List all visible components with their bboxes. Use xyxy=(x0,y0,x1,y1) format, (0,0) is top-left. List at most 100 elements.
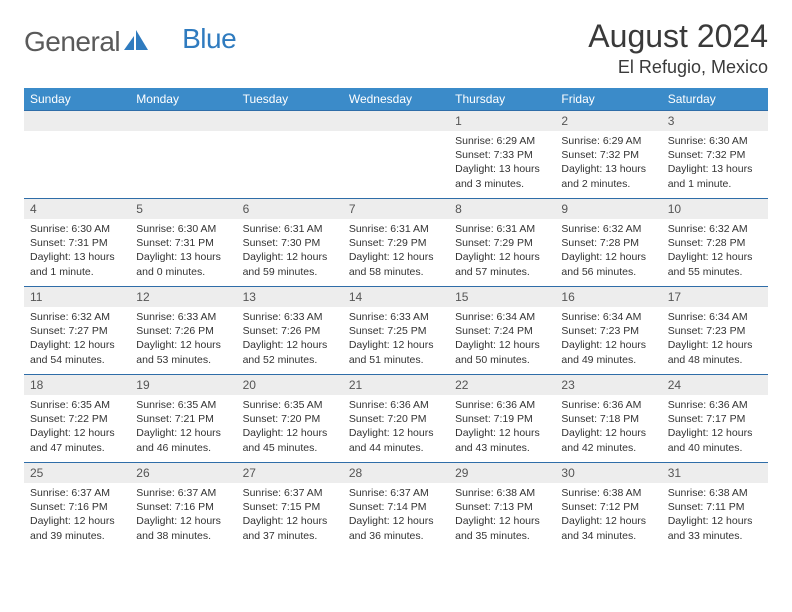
day-content: Sunrise: 6:34 AMSunset: 7:23 PMDaylight:… xyxy=(555,307,661,373)
calendar-day-cell: 7Sunrise: 6:31 AMSunset: 7:29 PMDaylight… xyxy=(343,199,449,287)
day-number: 4 xyxy=(24,199,130,219)
calendar-day-cell: 19Sunrise: 6:35 AMSunset: 7:21 PMDayligh… xyxy=(130,375,236,463)
day-number: 8 xyxy=(449,199,555,219)
calendar-day-cell: 28Sunrise: 6:37 AMSunset: 7:14 PMDayligh… xyxy=(343,463,449,551)
month-title: August 2024 xyxy=(588,18,768,55)
day-number: 9 xyxy=(555,199,661,219)
calendar-day-cell: 26Sunrise: 6:37 AMSunset: 7:16 PMDayligh… xyxy=(130,463,236,551)
calendar-day-cell xyxy=(130,111,236,199)
day-number: 17 xyxy=(662,287,768,307)
calendar-day-cell xyxy=(343,111,449,199)
day-number: 12 xyxy=(130,287,236,307)
page-header: General Blue August 2024 El Refugio, Mex… xyxy=(24,18,768,78)
day-content: Sunrise: 6:33 AMSunset: 7:26 PMDaylight:… xyxy=(237,307,343,373)
calendar-day-cell: 6Sunrise: 6:31 AMSunset: 7:30 PMDaylight… xyxy=(237,199,343,287)
day-number: 22 xyxy=(449,375,555,395)
day-content: Sunrise: 6:29 AMSunset: 7:33 PMDaylight:… xyxy=(449,131,555,197)
weekday-header: Sunday xyxy=(24,88,130,111)
day-number-empty xyxy=(343,111,449,131)
calendar-week-row: 1Sunrise: 6:29 AMSunset: 7:33 PMDaylight… xyxy=(24,111,768,199)
calendar-day-cell: 25Sunrise: 6:37 AMSunset: 7:16 PMDayligh… xyxy=(24,463,130,551)
calendar-day-cell: 20Sunrise: 6:35 AMSunset: 7:20 PMDayligh… xyxy=(237,375,343,463)
day-content: Sunrise: 6:35 AMSunset: 7:20 PMDaylight:… xyxy=(237,395,343,461)
day-number: 23 xyxy=(555,375,661,395)
logo: General Blue xyxy=(24,26,236,58)
day-content: Sunrise: 6:37 AMSunset: 7:16 PMDaylight:… xyxy=(24,483,130,549)
calendar-day-cell: 1Sunrise: 6:29 AMSunset: 7:33 PMDaylight… xyxy=(449,111,555,199)
day-number: 19 xyxy=(130,375,236,395)
day-content: Sunrise: 6:30 AMSunset: 7:31 PMDaylight:… xyxy=(24,219,130,285)
day-content: Sunrise: 6:37 AMSunset: 7:15 PMDaylight:… xyxy=(237,483,343,549)
day-number-empty xyxy=(130,111,236,131)
day-content: Sunrise: 6:31 AMSunset: 7:29 PMDaylight:… xyxy=(343,219,449,285)
day-number: 15 xyxy=(449,287,555,307)
calendar-week-row: 18Sunrise: 6:35 AMSunset: 7:22 PMDayligh… xyxy=(24,375,768,463)
day-content: Sunrise: 6:33 AMSunset: 7:25 PMDaylight:… xyxy=(343,307,449,373)
day-content: Sunrise: 6:36 AMSunset: 7:17 PMDaylight:… xyxy=(662,395,768,461)
calendar-day-cell: 10Sunrise: 6:32 AMSunset: 7:28 PMDayligh… xyxy=(662,199,768,287)
calendar-day-cell: 12Sunrise: 6:33 AMSunset: 7:26 PMDayligh… xyxy=(130,287,236,375)
calendar-day-cell: 3Sunrise: 6:30 AMSunset: 7:32 PMDaylight… xyxy=(662,111,768,199)
day-number: 28 xyxy=(343,463,449,483)
calendar-page: General Blue August 2024 El Refugio, Mex… xyxy=(0,0,792,569)
calendar-day-cell: 23Sunrise: 6:36 AMSunset: 7:18 PMDayligh… xyxy=(555,375,661,463)
day-number: 5 xyxy=(130,199,236,219)
day-content: Sunrise: 6:37 AMSunset: 7:16 PMDaylight:… xyxy=(130,483,236,549)
calendar-day-cell: 13Sunrise: 6:33 AMSunset: 7:26 PMDayligh… xyxy=(237,287,343,375)
day-number: 1 xyxy=(449,111,555,131)
day-content: Sunrise: 6:36 AMSunset: 7:20 PMDaylight:… xyxy=(343,395,449,461)
calendar-day-cell: 18Sunrise: 6:35 AMSunset: 7:22 PMDayligh… xyxy=(24,375,130,463)
day-number: 21 xyxy=(343,375,449,395)
day-content: Sunrise: 6:34 AMSunset: 7:24 PMDaylight:… xyxy=(449,307,555,373)
location-subtitle: El Refugio, Mexico xyxy=(588,57,768,78)
day-content: Sunrise: 6:32 AMSunset: 7:28 PMDaylight:… xyxy=(662,219,768,285)
weekday-header-row: SundayMondayTuesdayWednesdayThursdayFrid… xyxy=(24,88,768,111)
day-content: Sunrise: 6:31 AMSunset: 7:30 PMDaylight:… xyxy=(237,219,343,285)
calendar-day-cell xyxy=(24,111,130,199)
day-content: Sunrise: 6:36 AMSunset: 7:18 PMDaylight:… xyxy=(555,395,661,461)
day-content: Sunrise: 6:30 AMSunset: 7:31 PMDaylight:… xyxy=(130,219,236,285)
calendar-day-cell: 16Sunrise: 6:34 AMSunset: 7:23 PMDayligh… xyxy=(555,287,661,375)
day-number: 2 xyxy=(555,111,661,131)
day-number: 6 xyxy=(237,199,343,219)
calendar-day-cell: 11Sunrise: 6:32 AMSunset: 7:27 PMDayligh… xyxy=(24,287,130,375)
weekday-header: Thursday xyxy=(449,88,555,111)
day-number: 10 xyxy=(662,199,768,219)
calendar-day-cell: 27Sunrise: 6:37 AMSunset: 7:15 PMDayligh… xyxy=(237,463,343,551)
day-number: 11 xyxy=(24,287,130,307)
day-content: Sunrise: 6:34 AMSunset: 7:23 PMDaylight:… xyxy=(662,307,768,373)
calendar-week-row: 11Sunrise: 6:32 AMSunset: 7:27 PMDayligh… xyxy=(24,287,768,375)
calendar-day-cell: 31Sunrise: 6:38 AMSunset: 7:11 PMDayligh… xyxy=(662,463,768,551)
weekday-header: Saturday xyxy=(662,88,768,111)
calendar-day-cell: 2Sunrise: 6:29 AMSunset: 7:32 PMDaylight… xyxy=(555,111,661,199)
calendar-day-cell: 29Sunrise: 6:38 AMSunset: 7:13 PMDayligh… xyxy=(449,463,555,551)
day-number: 31 xyxy=(662,463,768,483)
day-number-empty xyxy=(24,111,130,131)
logo-text-2: Blue xyxy=(182,23,236,55)
calendar-day-cell: 17Sunrise: 6:34 AMSunset: 7:23 PMDayligh… xyxy=(662,287,768,375)
calendar-day-cell: 24Sunrise: 6:36 AMSunset: 7:17 PMDayligh… xyxy=(662,375,768,463)
calendar-day-cell: 5Sunrise: 6:30 AMSunset: 7:31 PMDaylight… xyxy=(130,199,236,287)
day-number: 29 xyxy=(449,463,555,483)
day-content: Sunrise: 6:33 AMSunset: 7:26 PMDaylight:… xyxy=(130,307,236,373)
weekday-header: Tuesday xyxy=(237,88,343,111)
day-number: 14 xyxy=(343,287,449,307)
calendar-day-cell: 21Sunrise: 6:36 AMSunset: 7:20 PMDayligh… xyxy=(343,375,449,463)
day-number: 30 xyxy=(555,463,661,483)
calendar-table: SundayMondayTuesdayWednesdayThursdayFrid… xyxy=(24,88,768,551)
weekday-header: Friday xyxy=(555,88,661,111)
day-content: Sunrise: 6:35 AMSunset: 7:22 PMDaylight:… xyxy=(24,395,130,461)
day-content: Sunrise: 6:36 AMSunset: 7:19 PMDaylight:… xyxy=(449,395,555,461)
calendar-day-cell xyxy=(237,111,343,199)
day-number: 3 xyxy=(662,111,768,131)
day-number: 25 xyxy=(24,463,130,483)
day-content: Sunrise: 6:35 AMSunset: 7:21 PMDaylight:… xyxy=(130,395,236,461)
day-number: 24 xyxy=(662,375,768,395)
day-number: 16 xyxy=(555,287,661,307)
day-number: 20 xyxy=(237,375,343,395)
day-number-empty xyxy=(237,111,343,131)
day-content: Sunrise: 6:38 AMSunset: 7:11 PMDaylight:… xyxy=(662,483,768,549)
calendar-week-row: 25Sunrise: 6:37 AMSunset: 7:16 PMDayligh… xyxy=(24,463,768,551)
calendar-day-cell: 9Sunrise: 6:32 AMSunset: 7:28 PMDaylight… xyxy=(555,199,661,287)
calendar-day-cell: 8Sunrise: 6:31 AMSunset: 7:29 PMDaylight… xyxy=(449,199,555,287)
